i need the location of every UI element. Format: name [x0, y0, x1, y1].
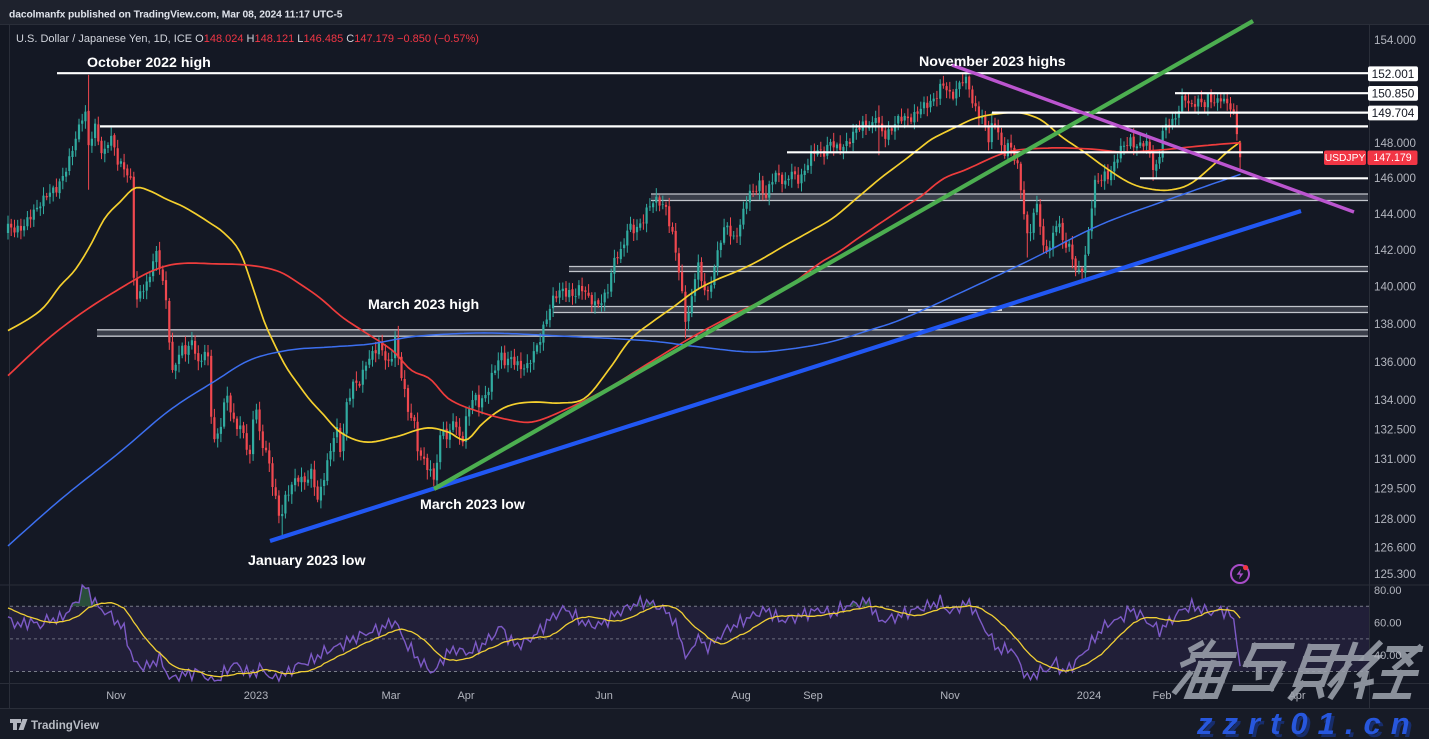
svg-text:128.000: 128.000 [1374, 513, 1416, 526]
svg-text:TradingView: TradingView [31, 719, 100, 732]
svg-text:136.000: 136.000 [1374, 356, 1416, 369]
svg-text:144.000: 144.000 [1374, 208, 1416, 221]
svg-text:Sep: Sep [803, 690, 823, 702]
svg-text:Aug: Aug [731, 690, 751, 702]
svg-text:USDJPY: USDJPY [1325, 153, 1366, 164]
svg-text:125.300: 125.300 [1374, 568, 1416, 581]
svg-text:March 2023 low: March 2023 low [420, 497, 526, 513]
svg-text:40.00: 40.00 [1374, 650, 1402, 662]
svg-text:149.704: 149.704 [1372, 106, 1415, 120]
svg-text:140.000: 140.000 [1374, 281, 1416, 294]
svg-text:Mar: Mar [382, 690, 401, 702]
svg-text:Apr: Apr [457, 690, 474, 702]
svg-text:132.500: 132.500 [1374, 423, 1416, 436]
svg-text:January 2023 low: January 2023 low [248, 553, 366, 569]
svg-text:60.00: 60.00 [1374, 617, 1402, 629]
svg-text:131.000: 131.000 [1374, 453, 1416, 466]
svg-text:147.179: 147.179 [1373, 152, 1411, 164]
svg-text:138.000: 138.000 [1374, 318, 1416, 331]
svg-text:U.S. Dollar / Japanese Yen, 1D: U.S. Dollar / Japanese Yen, 1D, ICE O148… [16, 33, 479, 45]
svg-text:2023: 2023 [244, 690, 268, 702]
svg-text:November 2023 highs: November 2023 highs [919, 54, 1066, 70]
svg-text:October 2022 high: October 2022 high [87, 55, 211, 71]
svg-text:126.600: 126.600 [1374, 541, 1416, 554]
svg-text:80.00: 80.00 [1374, 585, 1402, 597]
svg-text:150.850: 150.850 [1372, 87, 1415, 101]
svg-text:Feb: Feb [1153, 690, 1172, 702]
svg-text:2024: 2024 [1077, 690, 1101, 702]
svg-text:134.000: 134.000 [1374, 394, 1416, 407]
svg-text:146.000: 146.000 [1374, 172, 1416, 185]
svg-text:129.500: 129.500 [1374, 483, 1416, 496]
svg-text:154.000: 154.000 [1374, 34, 1416, 47]
svg-text:142.000: 142.000 [1374, 244, 1416, 257]
svg-text:152.001: 152.001 [1372, 67, 1415, 81]
svg-text:zzrt01.cn: zzrt01.cn [1199, 709, 1423, 739]
svg-text:March 2023 high: March 2023 high [368, 297, 479, 313]
svg-text:Nov: Nov [106, 690, 126, 702]
svg-text:Nov: Nov [940, 690, 960, 702]
svg-text:148.000: 148.000 [1374, 137, 1416, 150]
svg-text:dacolmanfx published on Tradin: dacolmanfx published on TradingView.com,… [9, 10, 343, 21]
svg-text:zzrt01.cn: zzrt01.cn [1196, 706, 1420, 739]
svg-text:Jun: Jun [595, 690, 613, 702]
